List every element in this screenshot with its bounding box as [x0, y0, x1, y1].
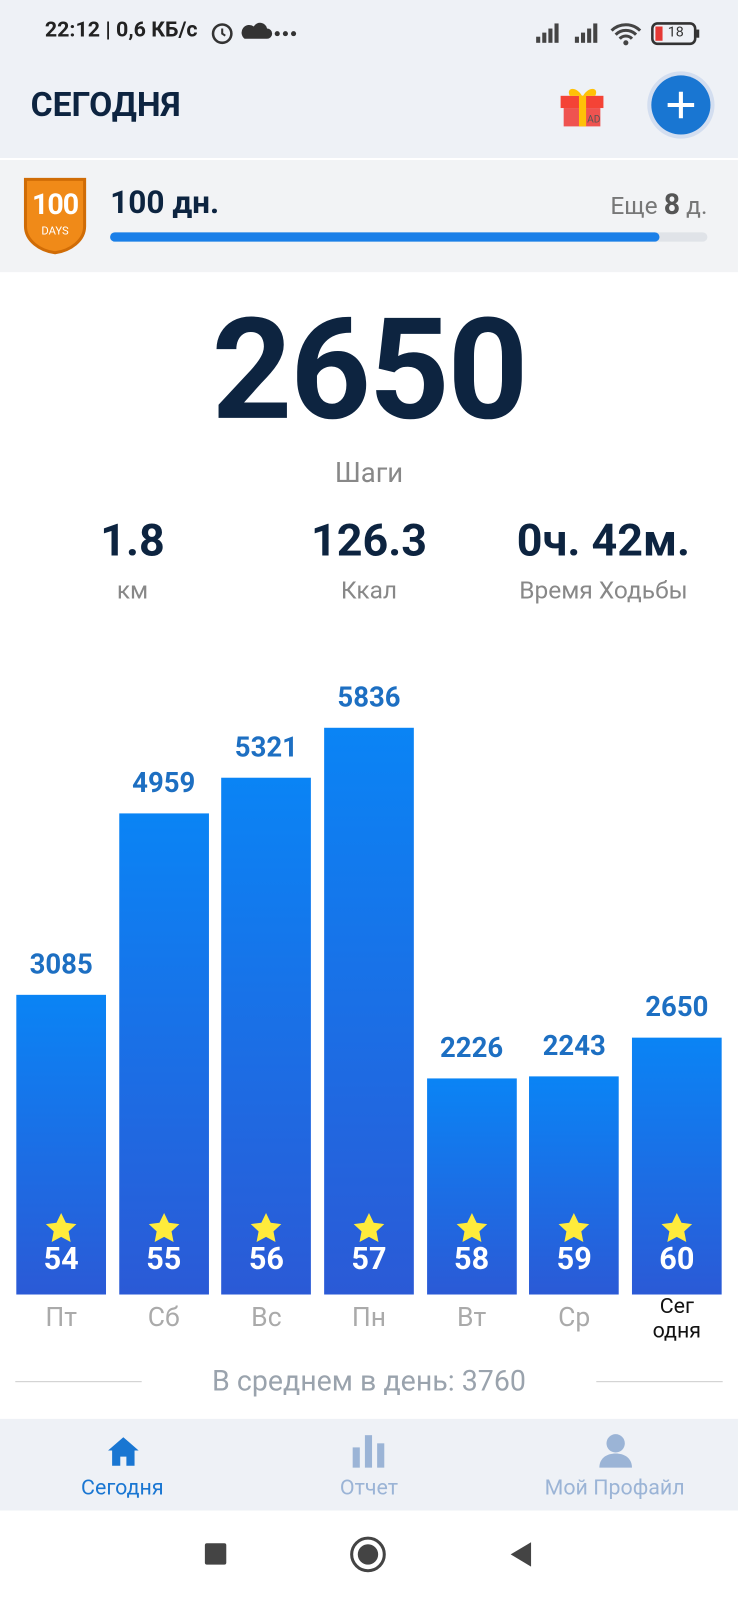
streak-badge — [23, 177, 87, 255]
steps-label: Шаги — [334, 456, 404, 490]
stat-value: 1.8 — [100, 513, 165, 567]
star — [250, 1212, 283, 1245]
badge-text: DAYS — [41, 224, 69, 238]
stat-label: Ккал — [340, 575, 398, 605]
day-number: 55 — [146, 1241, 182, 1278]
day-number: 59 — [556, 1241, 592, 1278]
bar-value-label: 5321 — [234, 730, 298, 764]
x-category-label: Пт — [45, 1302, 77, 1334]
x-category-label: Сег одня — [652, 1294, 702, 1344]
stat-value: 126.3 — [311, 513, 427, 567]
star — [147, 1212, 180, 1245]
remaining-prefix: Еще — [610, 191, 658, 221]
star — [661, 1212, 694, 1245]
streak-card — [0, 160, 738, 273]
day-number: 54 — [43, 1241, 79, 1278]
progress-track — [110, 232, 708, 242]
star — [455, 1212, 488, 1245]
stat-value: 0ч. 42м. — [516, 513, 691, 567]
bar-value-label: 2650 — [645, 990, 709, 1023]
bar-value-label: 2243 — [542, 1029, 606, 1063]
divider — [596, 1381, 723, 1383]
bar — [324, 727, 414, 1295]
x-category-label: Сб — [147, 1302, 180, 1334]
day-number: 60 — [659, 1241, 695, 1278]
bar-value-label: 5836 — [337, 680, 401, 714]
bar-value-label: 4959 — [132, 766, 196, 799]
status-speed: 0,6 КБ/с — [116, 18, 198, 43]
add-button[interactable] — [646, 70, 715, 139]
steps-value: 2650 — [211, 287, 529, 453]
status-icons — [211, 22, 297, 45]
day-number: 56 — [248, 1241, 284, 1278]
badge-number: 100 — [31, 187, 79, 222]
status-time: 22:12 — [44, 18, 101, 43]
x-category-label: Вт — [456, 1302, 487, 1334]
progress-fill — [110, 232, 660, 242]
remaining-suffix: д. — [686, 191, 708, 221]
nav-tab[interactable]: Отчет — [339, 1475, 399, 1501]
day-number: 57 — [351, 1241, 387, 1278]
x-category-label: Вс — [251, 1302, 282, 1334]
x-category-label: Пн — [351, 1302, 387, 1334]
page-title: СЕГОДНЯ — [30, 85, 181, 126]
streak-remaining: Еще 8 д. — [610, 188, 707, 222]
tab-icon-home — [108, 1437, 139, 1466]
x-category-label: Ср — [558, 1302, 591, 1334]
tab-icon-profile — [599, 1434, 632, 1468]
divider — [15, 1381, 142, 1383]
status-right-icons — [536, 22, 700, 46]
bar — [529, 1076, 620, 1295]
battery-level: 18 — [667, 24, 684, 41]
nav-tab[interactable]: Мой Профайл — [544, 1475, 685, 1501]
bar — [221, 777, 312, 1295]
stat-label: км — [116, 575, 149, 605]
bar-value-label: 2226 — [440, 1031, 504, 1065]
bar — [16, 994, 107, 1295]
average: В среднем в день: 3760 — [212, 1363, 526, 1398]
gift-button[interactable] — [557, 80, 612, 131]
star — [353, 1212, 386, 1245]
remaining-days: 8 — [663, 187, 681, 222]
day-number: 58 — [454, 1241, 490, 1278]
tab-icon-report — [352, 1435, 385, 1468]
status-left: 22:12 | 0,6 КБ/с — [44, 18, 198, 43]
star — [45, 1212, 78, 1245]
system-buttons[interactable] — [194, 1531, 551, 1578]
bar — [426, 1078, 517, 1295]
star — [558, 1212, 591, 1245]
gift-badge: AD — [587, 114, 601, 126]
nav-tab[interactable]: Сегодня — [81, 1475, 164, 1501]
bar — [631, 1037, 722, 1295]
streak-title: 100 дн. — [110, 183, 220, 222]
stat-label: Время Ходьбы — [519, 575, 688, 605]
bar-value-label: 3085 — [29, 948, 93, 981]
